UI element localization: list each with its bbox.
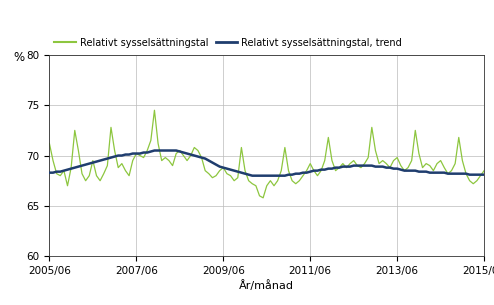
X-axis label: År/månad: År/månad	[239, 280, 294, 291]
Y-axis label: %: %	[13, 51, 25, 64]
Legend: Relativt sysselsättningstal, Relativt sysselsättningstal, trend: Relativt sysselsättningstal, Relativt sy…	[54, 38, 402, 48]
